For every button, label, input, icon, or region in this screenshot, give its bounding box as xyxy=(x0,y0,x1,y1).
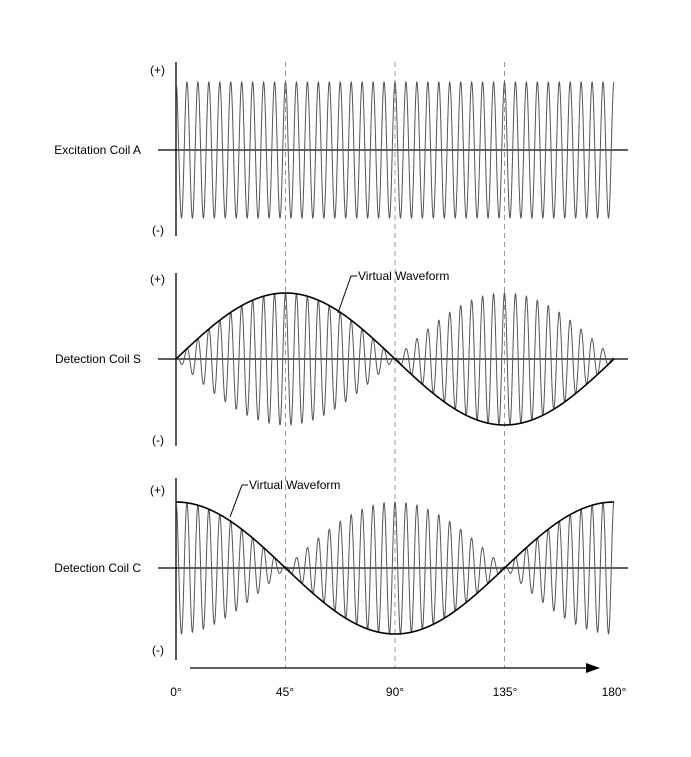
excitation-plus-label: (+) xyxy=(150,63,165,77)
angle-guide-lines xyxy=(285,62,505,668)
coil-c-callout-leader xyxy=(229,484,243,518)
coil-c-virtual-waveform xyxy=(176,501,614,635)
angle-arrow-head xyxy=(586,663,600,673)
excitation-minus-label: (-) xyxy=(152,223,164,237)
angle-tick-label-180: 180° xyxy=(602,685,627,699)
angle-tick-label-45: 45° xyxy=(276,685,294,699)
excitation-coil-a-panel: (+) (-) Excitation Coil A xyxy=(54,62,628,237)
detection-coil-s-label: Detection Coil S xyxy=(55,352,141,366)
coil-s-minus-label: (-) xyxy=(152,433,164,447)
coil-s-callout-leader xyxy=(337,275,352,314)
detection-coil-c-panel: Virtual Waveform (+) (-) Detection Coil … xyxy=(54,478,628,660)
coil-c-plus-label: (+) xyxy=(150,483,165,497)
detection-coil-c-label: Detection Coil C xyxy=(54,561,141,575)
coil-c-modulated-wave xyxy=(175,500,615,635)
coil-s-virtual-waveform xyxy=(175,292,615,426)
angle-axis-arrow xyxy=(190,663,600,673)
excitation-coil-a-label: Excitation Coil A xyxy=(54,143,141,157)
coil-c-minus-label: (-) xyxy=(152,643,164,657)
coil-c-callout-label: Virtual Waveform xyxy=(249,478,340,492)
excitation-carrier-wave xyxy=(175,80,615,220)
angle-tick-label-135: 135° xyxy=(493,685,518,699)
angle-tick-label-90: 90° xyxy=(386,685,404,699)
angle-tick-label-0: 0° xyxy=(170,685,182,699)
coil-s-plus-label: (+) xyxy=(150,272,165,286)
coil-s-callout-label: Virtual Waveform xyxy=(358,269,449,283)
detection-coil-s-panel: Virtual Waveform (+) (-) Detection Coil … xyxy=(55,269,628,447)
angle-tick-labels: 0° 45° 90° 135° 180° xyxy=(170,685,626,699)
